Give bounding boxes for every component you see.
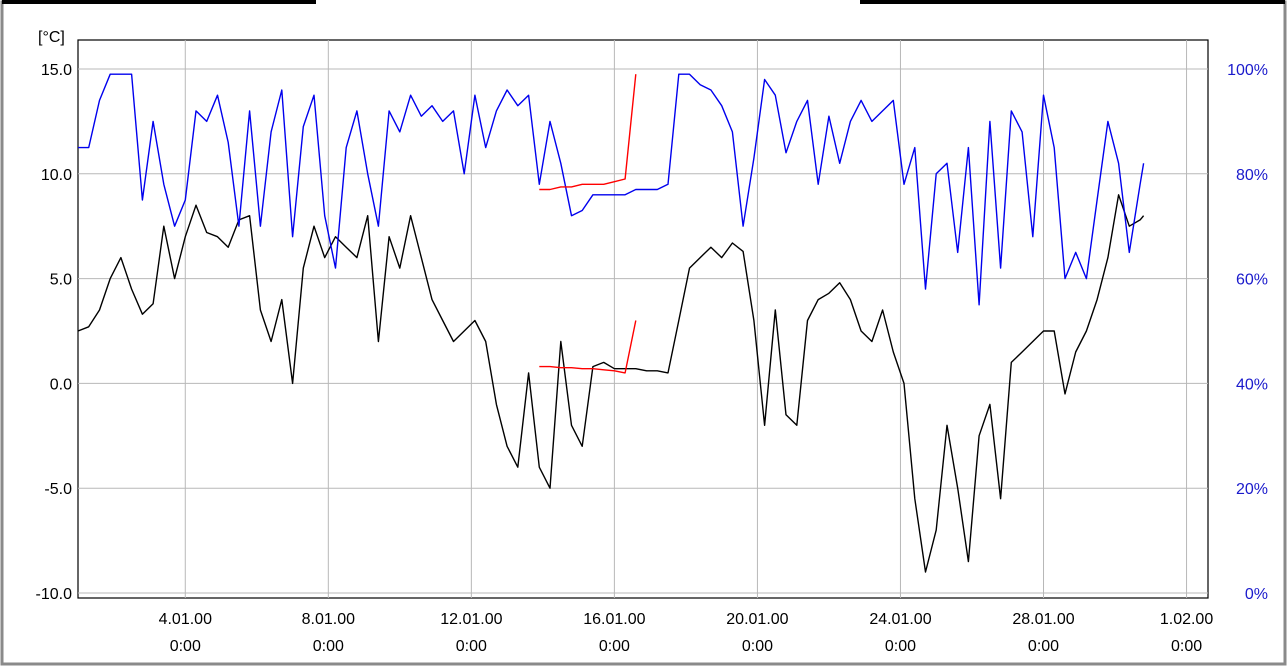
left-tick-label: 0.0 — [50, 376, 72, 393]
series-line-2 — [78, 73, 1145, 306]
series-line-1 — [77, 194, 1145, 573]
right-tick-label: 0% — [1245, 586, 1268, 603]
x-tick-time: 0:00 — [1171, 638, 1202, 655]
x-tick-date: 28.01.00 — [1012, 611, 1074, 628]
x-tick-date: 20.01.00 — [726, 611, 788, 628]
series-line-4 — [539, 74, 637, 191]
top-edge-left — [2, 0, 316, 4]
x-tick-time: 0:00 — [742, 638, 773, 655]
left-tick-label: 5.0 — [50, 272, 72, 289]
top-edge-right — [860, 0, 1285, 4]
x-tick-time: 0:00 — [313, 638, 344, 655]
series-line-3 — [539, 320, 637, 374]
series-layer — [77, 73, 1145, 573]
left-tick-label: -10.0 — [36, 586, 73, 603]
x-tick-time: 0:00 — [599, 638, 630, 655]
x-tick-date: 4.01.00 — [159, 611, 212, 628]
x-tick-date: 12.01.00 — [440, 611, 502, 628]
left-axis-ticks: 15.0 10.0 5.0 0.0 -5.0 -10.0 — [36, 62, 73, 603]
right-tick-label: 20% — [1236, 481, 1268, 498]
right-tick-label: 80% — [1236, 167, 1268, 184]
left-tick-label: -5.0 — [44, 481, 72, 498]
right-axis-ticks: 100% 80% 60% 40% 20% 0% — [1227, 62, 1268, 603]
top-edge-gap — [316, 0, 860, 4]
x-tick-date: 24.01.00 — [869, 611, 931, 628]
x-axis-ticks: 4.01.00 0:00 8.01.00 0:00 12.01.00 0:00 16.01.… — [159, 611, 1214, 655]
x-tick-date: 1.02.00 — [1160, 611, 1213, 628]
y-unit-label: [°C] — [38, 29, 65, 46]
x-tick-time: 0:00 — [170, 638, 201, 655]
x-tick-time: 0:00 — [456, 638, 487, 655]
right-tick-label: 100% — [1227, 62, 1268, 79]
right-tick-label: 40% — [1236, 376, 1268, 393]
left-tick-label: 15.0 — [41, 62, 72, 79]
right-tick-label: 60% — [1236, 272, 1268, 289]
x-tick-date: 8.01.00 — [302, 611, 355, 628]
plot-area — [77, 39, 1209, 599]
x-tick-date: 16.01.00 — [583, 611, 645, 628]
x-tick-time: 0:00 — [1028, 638, 1059, 655]
x-tick-time: 0:00 — [885, 638, 916, 655]
left-tick-label: 10.0 — [41, 167, 72, 184]
